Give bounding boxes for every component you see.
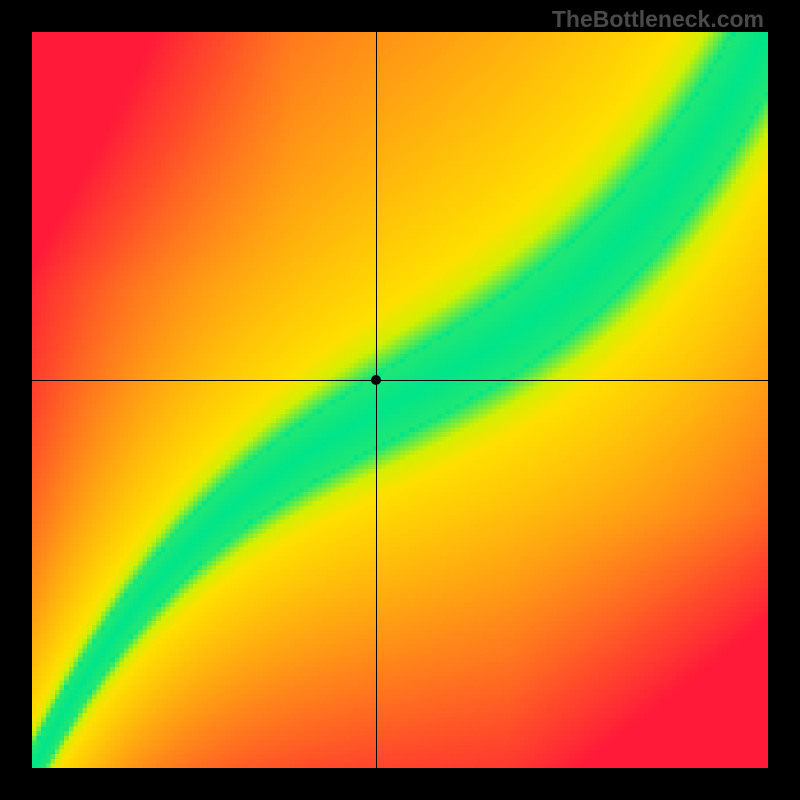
- crosshair-vertical-line: [376, 32, 377, 768]
- watermark-text: TheBottleneck.com: [552, 6, 764, 33]
- bottleneck-heatmap: [32, 32, 768, 768]
- crosshair-horizontal-line: [32, 380, 768, 381]
- selection-marker: [371, 375, 381, 385]
